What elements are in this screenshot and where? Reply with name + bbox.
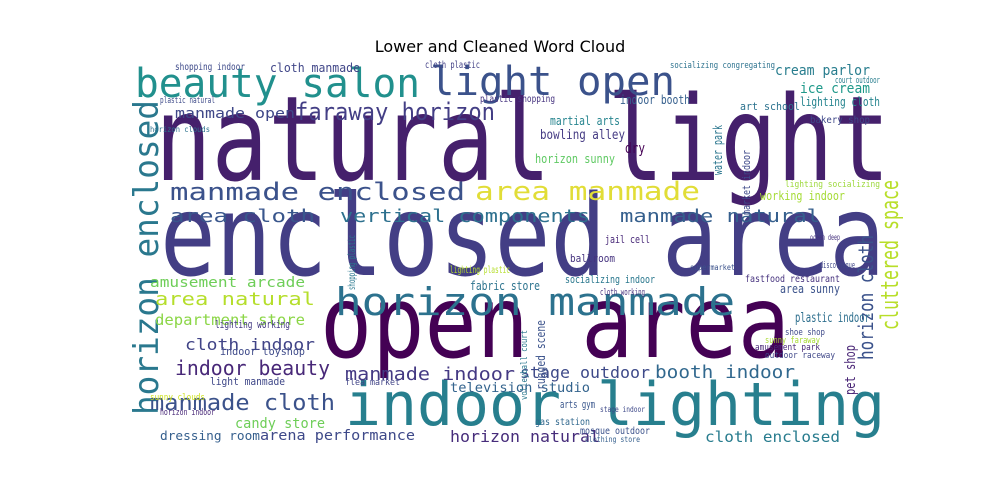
word: socializing indoor: [565, 273, 655, 286]
word: supermarket: [690, 263, 735, 272]
word: socializing congregating: [670, 61, 775, 71]
word: plastic natural: [160, 96, 215, 106]
word: area natural: [155, 289, 315, 310]
word: cream parlor: [775, 63, 870, 79]
word: dry: [625, 141, 645, 157]
word: lighting socializing: [785, 180, 880, 190]
word: stage indoor: [600, 405, 645, 414]
word: jail cell: [605, 233, 650, 246]
word: area sunny: [780, 282, 840, 296]
word: sunny faraway: [765, 336, 820, 346]
word: working indoor: [760, 189, 845, 203]
word: open area: [320, 264, 790, 381]
word: cluttered space: [876, 180, 904, 330]
word: shoe shop: [785, 328, 825, 338]
word: shopping plastic: [347, 235, 358, 290]
word: rugged scene: [534, 320, 548, 390]
word: pet shop: [843, 345, 859, 395]
word: cloth working: [600, 288, 645, 298]
word: cloth indoor: [185, 335, 315, 354]
word: martial arts: [550, 114, 620, 128]
chart-title: Lower and Cleaned Word Cloud: [375, 37, 626, 56]
word: mosque outdoor: [580, 426, 650, 437]
word: flea market: [345, 378, 400, 388]
word: faraway horizon: [295, 98, 495, 126]
word: ice cream: [800, 81, 870, 97]
word: stage outdoor: [520, 363, 650, 382]
word: horizon natural: [450, 427, 600, 446]
word: manmade open: [175, 106, 295, 122]
word: volleyball court: [520, 330, 530, 400]
word: manmade cloth: [150, 391, 335, 416]
word: ballroom: [570, 252, 615, 265]
word: horizon enclosed: [127, 100, 167, 415]
word: arena performance: [260, 428, 415, 444]
word: indoor toyshop: [220, 345, 305, 358]
word: cloth plastic: [425, 60, 480, 71]
word: shopping indoor: [175, 62, 245, 73]
word: manmade natural: [620, 206, 820, 227]
word: horizon clouds: [150, 125, 210, 134]
word: enclosed area: [160, 172, 885, 302]
word: lighting working: [215, 318, 290, 331]
word: plastic shopping: [480, 94, 555, 105]
word: bakery shop: [810, 115, 870, 126]
word: indoor booth: [620, 93, 690, 107]
word: gas station: [535, 417, 590, 428]
word: dressing room: [160, 429, 260, 443]
word: sunny clouds: [150, 393, 205, 403]
word: fabric store: [470, 279, 540, 293]
word: indoor lighting: [345, 370, 885, 440]
word: booth indoor: [655, 362, 795, 383]
word: fastfood restaurant: [745, 274, 840, 285]
word: beauty salon: [135, 61, 420, 107]
word: bowling alley: [540, 128, 625, 143]
word: lighting cloth: [800, 95, 880, 109]
word: art school: [740, 100, 800, 113]
word: horizon indoor: [160, 408, 215, 418]
word: area cloth: [170, 206, 315, 227]
word: market indoor: [740, 150, 753, 215]
word: department store: [155, 311, 305, 329]
word: lighting plastic: [450, 265, 510, 276]
word: manmade enclosed: [170, 178, 465, 206]
word: candy store: [235, 416, 325, 432]
word: cloth enclosed: [705, 428, 840, 446]
word: discotheque: [820, 261, 855, 271]
word: cloth manmade: [270, 61, 360, 75]
word: clothing store: [585, 435, 640, 444]
word: indoor beauty: [175, 356, 330, 380]
word: arts gym: [560, 398, 595, 411]
word: horizon cloth: [854, 235, 878, 360]
word: plastic indoor: [795, 311, 870, 326]
word: amusement arcade: [150, 275, 305, 291]
word: vertical components: [340, 206, 590, 227]
word: water park: [711, 124, 725, 175]
word: light open: [430, 59, 675, 105]
word: court outdoor: [835, 76, 880, 86]
word: light manmade: [210, 375, 285, 388]
word: amusement park: [755, 343, 820, 353]
word: ocean deep: [810, 233, 840, 242]
word: outdoor raceway: [765, 351, 835, 361]
word: television studio: [450, 381, 590, 396]
word: natural light: [155, 70, 890, 208]
word: horizon sunny: [535, 152, 615, 166]
word: horizon manmade: [335, 280, 735, 324]
word: area manmade: [475, 177, 700, 207]
word: manmade indoor: [345, 364, 515, 385]
